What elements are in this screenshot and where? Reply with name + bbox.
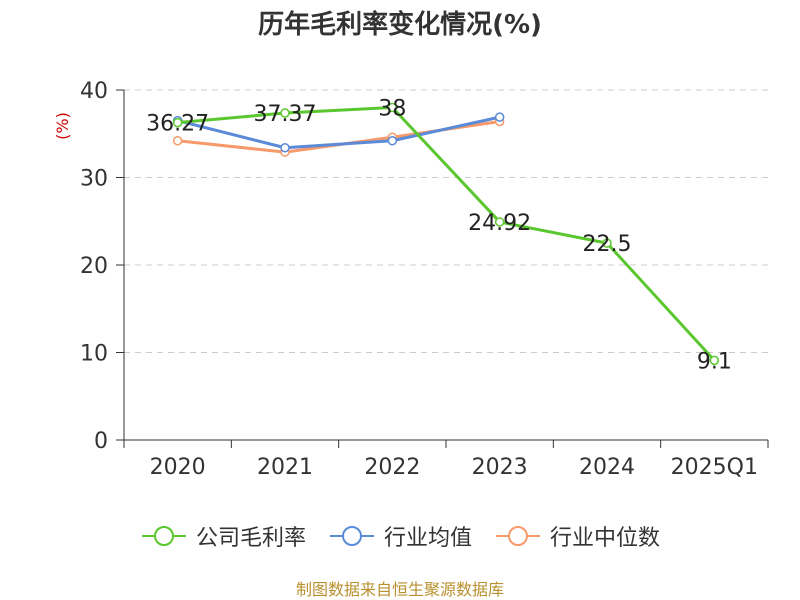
data-label: 24.92 (468, 211, 531, 236)
x-tick-label: 2022 (364, 455, 420, 480)
x-tick-label: 2021 (257, 455, 313, 480)
data-label: 22.5 (583, 232, 632, 257)
y-tick-label: 40 (80, 79, 108, 104)
chart-title: 历年毛利率变化情况(%) (258, 10, 542, 40)
y-tick-label: 30 (80, 167, 108, 192)
y-axis-label: (%) (53, 112, 72, 140)
data-label: 36.27 (146, 112, 209, 137)
x-tick-label: 2025Q1 (671, 455, 758, 480)
data-label: 38 (378, 97, 406, 122)
data-point (494, 217, 505, 227)
data-label: 37.37 (254, 102, 317, 127)
data-point (709, 355, 720, 366)
x-tick-label: 2023 (472, 455, 528, 480)
legend-item-industry-mean[interactable]: 行业均值 (328, 520, 472, 552)
legend-label-industry-median: 行业中位数 (550, 526, 661, 551)
legend-label-company: 公司毛利率 (195, 526, 306, 551)
legend-label-industry-mean: 行业均值 (383, 526, 472, 551)
data-point (387, 136, 398, 146)
legend-item-company[interactable]: 公司毛利率 (140, 520, 306, 552)
x-tick-label: 2020 (150, 455, 206, 480)
data-point (172, 136, 183, 146)
y-tick-label: 0 (94, 429, 108, 454)
legend-swatch-industry-median-icon (496, 526, 540, 546)
series-line-0 (177, 106, 716, 362)
data-point (280, 108, 290, 118)
data-point (172, 117, 183, 128)
series-line-2 (177, 120, 500, 154)
legend-swatch-company-icon (141, 526, 186, 546)
y-tick-label: 20 (80, 254, 108, 279)
x-tick-label: 2024 (579, 455, 635, 480)
legend: 公司毛利率 行业均值 行业中位数 (0, 520, 800, 552)
data-point (602, 238, 612, 248)
legend-item-industry-median[interactable]: 行业中位数 (494, 520, 660, 552)
data-point (494, 112, 505, 122)
data-point (280, 143, 290, 153)
series-line-1 (177, 115, 500, 150)
legend-swatch-industry-mean-icon (329, 526, 374, 546)
data-label: 9.1 (697, 349, 732, 374)
y-tick-label: 10 (80, 342, 108, 367)
data-source-note: 制图数据来自恒生聚源数据库 (295, 580, 504, 599)
data-point (387, 102, 398, 113)
